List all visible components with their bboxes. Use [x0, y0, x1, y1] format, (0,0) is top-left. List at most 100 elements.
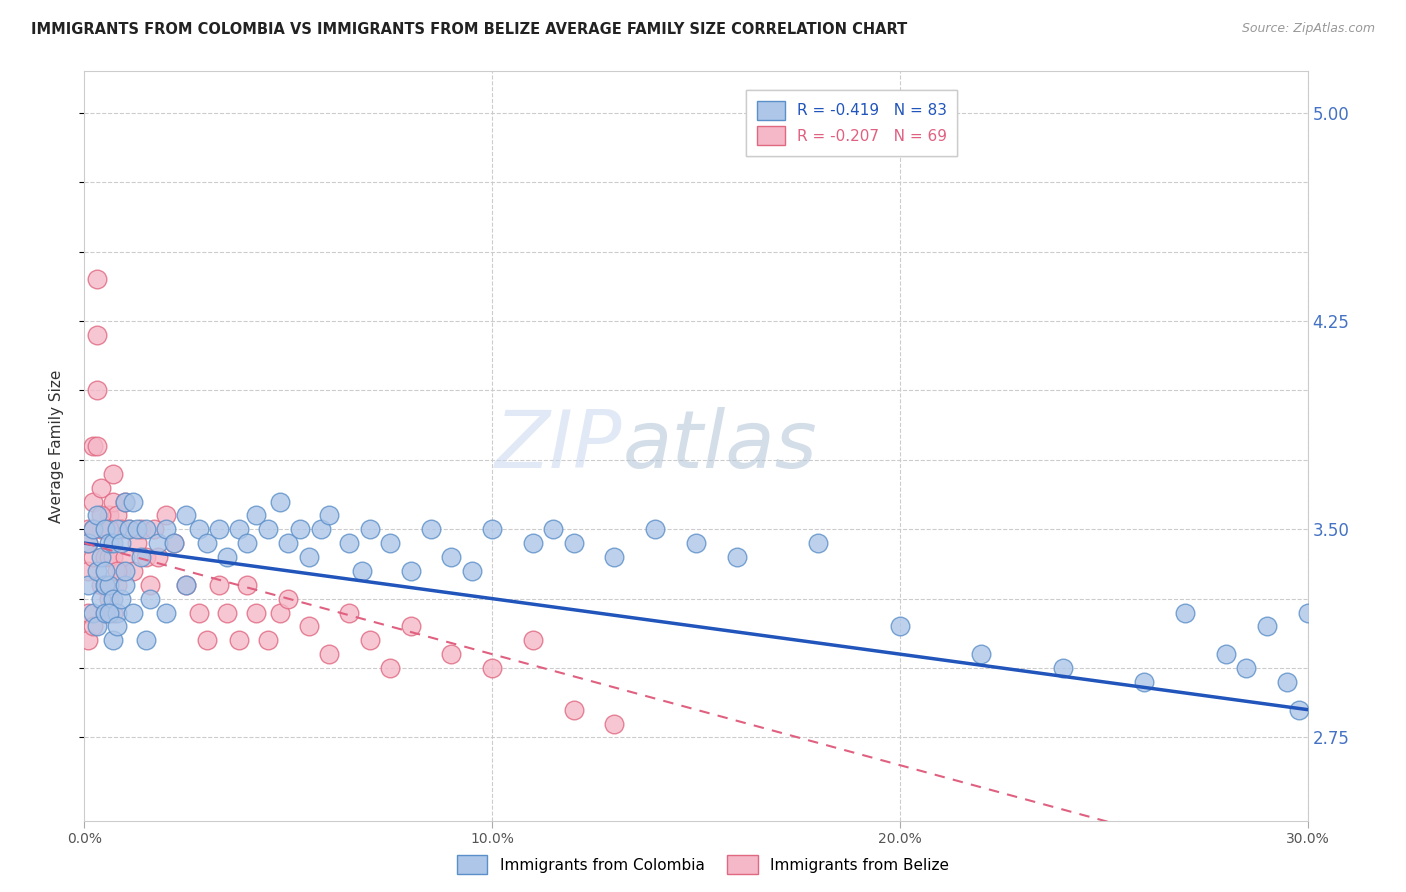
Point — [138, 578, 160, 592]
Point — [309, 522, 332, 536]
Point — [174, 578, 197, 592]
Point — [359, 522, 381, 536]
Point — [163, 536, 186, 550]
Point — [481, 522, 503, 536]
Point — [86, 328, 108, 343]
Point — [562, 703, 585, 717]
Point — [101, 633, 124, 648]
Point — [1288, 703, 1310, 717]
Point — [122, 494, 145, 508]
Point — [339, 606, 361, 620]
Point — [399, 564, 422, 578]
Point — [543, 522, 565, 536]
Point — [522, 536, 544, 550]
Point — [217, 549, 239, 564]
Point — [97, 536, 120, 550]
Point — [122, 564, 145, 578]
Text: atlas: atlas — [623, 407, 817, 485]
Point — [236, 536, 259, 550]
Point — [725, 549, 748, 564]
Point — [77, 564, 100, 578]
Point — [82, 549, 104, 564]
Point — [101, 549, 124, 564]
Point — [105, 578, 128, 592]
Point — [208, 522, 231, 536]
Point — [461, 564, 484, 578]
Point — [1236, 661, 1258, 675]
Point — [174, 578, 197, 592]
Point — [644, 522, 666, 536]
Point — [440, 647, 463, 661]
Point — [97, 578, 120, 592]
Y-axis label: Average Family Size: Average Family Size — [49, 369, 63, 523]
Point — [86, 619, 108, 633]
Point — [122, 606, 145, 620]
Point — [77, 578, 100, 592]
Point — [101, 467, 124, 481]
Point — [889, 619, 911, 633]
Point — [135, 633, 157, 648]
Point — [269, 606, 291, 620]
Point — [93, 578, 115, 592]
Point — [90, 549, 112, 564]
Point — [277, 536, 299, 550]
Text: IMMIGRANTS FROM COLOMBIA VS IMMIGRANTS FROM BELIZE AVERAGE FAMILY SIZE CORRELATI: IMMIGRANTS FROM COLOMBIA VS IMMIGRANTS F… — [31, 22, 907, 37]
Point — [155, 508, 177, 523]
Point — [77, 536, 100, 550]
Point — [97, 549, 120, 564]
Text: Source: ZipAtlas.com: Source: ZipAtlas.com — [1241, 22, 1375, 36]
Point — [105, 564, 128, 578]
Point — [339, 536, 361, 550]
Point — [399, 619, 422, 633]
Point — [93, 549, 115, 564]
Point — [138, 591, 160, 606]
Point — [110, 522, 132, 536]
Point — [86, 564, 108, 578]
Point — [135, 522, 157, 536]
Point — [82, 522, 104, 536]
Point — [86, 384, 108, 398]
Point — [187, 522, 209, 536]
Point — [90, 578, 112, 592]
Point — [101, 494, 124, 508]
Point — [298, 619, 321, 633]
Point — [86, 508, 108, 523]
Point — [257, 633, 280, 648]
Point — [77, 536, 100, 550]
Point — [228, 633, 250, 648]
Point — [970, 647, 993, 661]
Point — [82, 606, 104, 620]
Point — [101, 606, 124, 620]
Point — [195, 536, 218, 550]
Point — [318, 508, 340, 523]
Point — [97, 591, 120, 606]
Point — [522, 633, 544, 648]
Point — [685, 536, 707, 550]
Point — [114, 549, 136, 564]
Point — [114, 494, 136, 508]
Point — [380, 661, 402, 675]
Point — [1277, 674, 1299, 689]
Point — [77, 606, 100, 620]
Point — [110, 564, 132, 578]
Point — [93, 606, 115, 620]
Point — [1133, 674, 1156, 689]
Point — [82, 619, 104, 633]
Point — [807, 536, 830, 550]
Point — [603, 716, 626, 731]
Point — [217, 606, 239, 620]
Point — [105, 619, 128, 633]
Point — [82, 494, 104, 508]
Point — [236, 578, 259, 592]
Point — [90, 522, 112, 536]
Point — [97, 606, 120, 620]
Point — [146, 536, 169, 550]
Point — [93, 522, 115, 536]
Point — [127, 536, 149, 550]
Point — [82, 522, 104, 536]
Point — [135, 549, 157, 564]
Point — [110, 591, 132, 606]
Point — [105, 508, 128, 523]
Point — [481, 661, 503, 675]
Point — [290, 522, 312, 536]
